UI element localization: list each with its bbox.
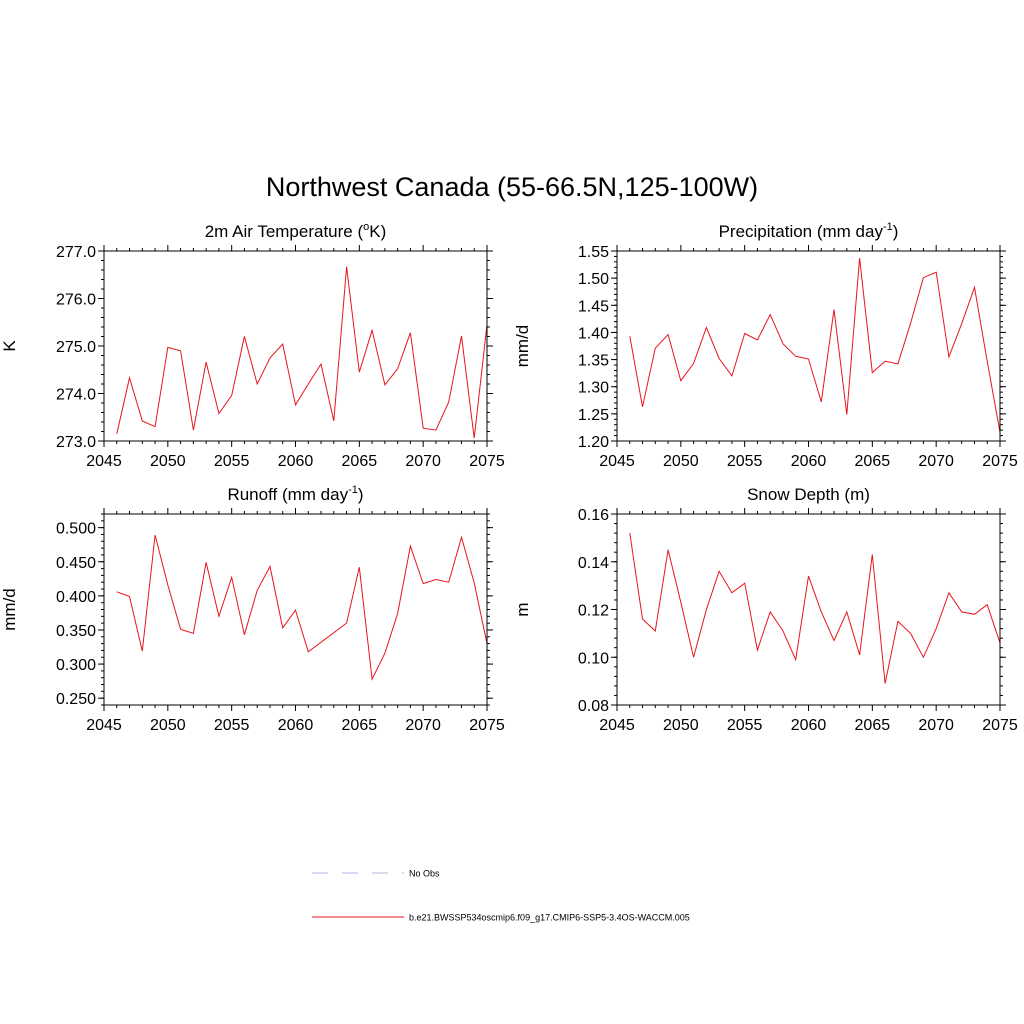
x-tick-label: 2070 xyxy=(918,717,954,734)
x-tick-label: 2065 xyxy=(855,717,891,734)
panel-title: Precipitation (mm day-1) xyxy=(719,221,899,241)
y-tick-label: 1.20 xyxy=(578,434,609,451)
panels: 2m Air Temperature (oK) K 2045 2050 2055 2060… xyxy=(0,221,1018,734)
x-tick-label: 2055 xyxy=(727,717,763,734)
legend: No Obs b.e21.BWSSP534oscmip6.f09_g17.CMIP… xyxy=(312,869,690,923)
y-tick-label: 0.10 xyxy=(578,650,609,667)
x-tick-label: 2050 xyxy=(150,453,186,470)
y-tick-label: 0.08 xyxy=(578,698,609,715)
plot-frame xyxy=(103,513,488,706)
x-tick-label: 2055 xyxy=(727,453,763,470)
y-tick-label: 0.300 xyxy=(56,657,96,674)
y-tick-label: 0.400 xyxy=(56,589,96,606)
panel-title-text: 2m Air Temperature ( xyxy=(205,222,364,241)
x-tick-label: 2070 xyxy=(405,453,441,470)
x-tick-label: 2070 xyxy=(918,453,954,470)
y-tick-label: 1.35 xyxy=(578,353,609,370)
x-tick-label: 2075 xyxy=(982,453,1018,470)
y-tick-label: 1.25 xyxy=(578,407,609,424)
x-tick-label: 2060 xyxy=(278,453,314,470)
y-tick-label: 276.0 xyxy=(56,292,96,309)
y-tick-label: 274.0 xyxy=(56,387,96,404)
series-line-precipitation xyxy=(629,258,1001,433)
x-tick-label: 2065 xyxy=(342,717,378,734)
x-tick-label: 2075 xyxy=(469,453,505,470)
x-tick-label: 2060 xyxy=(791,453,827,470)
y-tick-label: 0.250 xyxy=(56,691,96,708)
y-tick-label: 1.45 xyxy=(578,298,609,315)
panel-title-superscript: -1 xyxy=(883,221,893,233)
panel-runoff: Runoff (mm day-1) mm/d 2045 2050 2055 2060 206… xyxy=(0,484,505,734)
panel-title: 2m Air Temperature (oK) xyxy=(205,221,387,241)
y-axis-label: m xyxy=(513,602,532,616)
x-tick-label: 2055 xyxy=(214,453,250,470)
figure-title: Northwest Canada (55-66.5N,125-100W) xyxy=(266,172,758,202)
y-tick-label: 1.55 xyxy=(578,244,609,261)
y-tick-label: 275.0 xyxy=(56,339,96,356)
x-tick-label: 2045 xyxy=(599,453,635,470)
panel-temperature: 2m Air Temperature (oK) K 2045 2050 2055 2060… xyxy=(0,221,505,470)
panel-title-tail: ) xyxy=(358,485,364,504)
y-tick-label: 0.450 xyxy=(56,555,96,572)
x-tick-label: 2045 xyxy=(599,717,635,734)
panel-title-text: Precipitation (mm day xyxy=(719,222,884,241)
y-tick-label: 0.12 xyxy=(578,603,609,620)
y-tick-label: 0.14 xyxy=(578,555,609,572)
x-tick-label: 2050 xyxy=(663,717,699,734)
y-tick-label: 273.0 xyxy=(56,434,96,451)
y-tick-label: 0.350 xyxy=(56,623,96,640)
series-line-snow-depth xyxy=(629,533,1001,684)
x-tick-label: 2060 xyxy=(278,717,314,734)
panel-title-text: Snow Depth (m) xyxy=(747,485,870,504)
panel-snow-depth: Snow Depth (m) m 2045 2050 2055 2060 2065 2070 2… xyxy=(513,485,1018,734)
panel-title-tail: ) xyxy=(893,222,899,241)
y-axis-label: mm/d xyxy=(0,588,19,631)
y-tick-label: 277.0 xyxy=(56,244,96,261)
x-tick-label: 2075 xyxy=(982,717,1018,734)
plot-frame xyxy=(616,513,1001,706)
y-tick-label: 0.16 xyxy=(578,507,609,524)
plot-frame xyxy=(616,250,1001,442)
series-line-runoff xyxy=(116,534,488,681)
y-axis-label: K xyxy=(0,340,19,352)
panel-title: Snow Depth (m) xyxy=(747,485,870,504)
panel-title: Runoff (mm day-1) xyxy=(227,484,363,504)
x-tick-label: 2070 xyxy=(405,717,441,734)
x-tick-label: 2045 xyxy=(86,717,122,734)
y-tick-label: 1.30 xyxy=(578,380,609,397)
panel-precipitation: Precipitation (mm day-1) mm/d 2045 2050 2055… xyxy=(513,221,1018,470)
y-tick-label: 0.500 xyxy=(56,521,96,538)
x-tick-label: 2075 xyxy=(469,717,505,734)
series-line-temperature xyxy=(116,266,488,439)
legend-label: b.e21.BWSSP534oscmip6.f09_g17.CMIP6-SSP5… xyxy=(409,913,690,923)
x-tick-label: 2050 xyxy=(663,453,699,470)
panel-title-superscript: -1 xyxy=(348,484,358,496)
panel-title-superscript: o xyxy=(363,221,369,233)
y-tick-label: 1.50 xyxy=(578,271,609,288)
x-tick-label: 2065 xyxy=(855,453,891,470)
plot-frame xyxy=(103,250,488,442)
panel-title-tail: K) xyxy=(369,222,386,241)
panel-title-text: Runoff (mm day xyxy=(227,485,348,504)
x-tick-label: 2065 xyxy=(342,453,378,470)
x-tick-label: 2055 xyxy=(214,717,250,734)
x-tick-label: 2045 xyxy=(86,453,122,470)
legend-label: No Obs xyxy=(409,869,440,879)
x-tick-label: 2060 xyxy=(791,717,827,734)
y-tick-label: 1.40 xyxy=(578,325,609,342)
x-tick-label: 2050 xyxy=(150,717,186,734)
y-axis-label: mm/d xyxy=(513,325,532,368)
